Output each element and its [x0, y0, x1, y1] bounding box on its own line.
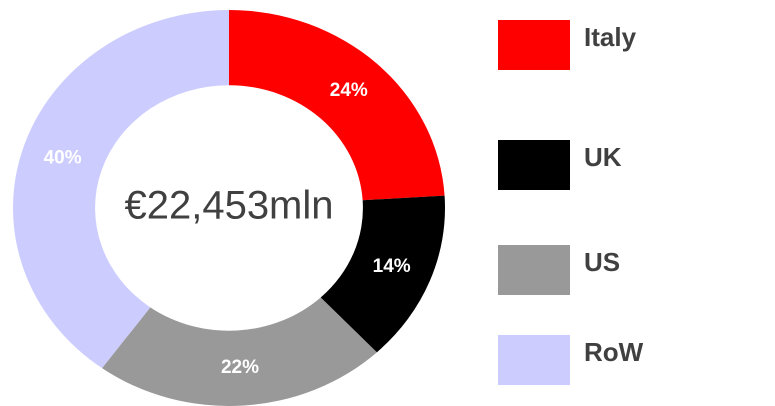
legend-label: Italy — [584, 22, 637, 52]
legend-swatch — [498, 245, 570, 295]
slice — [229, 10, 445, 201]
slice — [13, 10, 229, 369]
slice — [102, 297, 377, 406]
legend-label: US — [584, 247, 620, 277]
legend-label: UK — [584, 142, 622, 172]
center-label: €22,453mln — [124, 184, 333, 228]
slice — [320, 195, 445, 353]
legend-swatch — [498, 140, 570, 190]
slice-label: 14% — [373, 256, 411, 277]
slice-label: 22% — [221, 357, 259, 378]
slice-label: 40% — [44, 147, 82, 168]
legend-label: RoW — [584, 337, 644, 367]
legend-swatch — [498, 335, 570, 385]
slice-label: 24% — [330, 80, 368, 101]
legend-swatch — [498, 20, 570, 70]
